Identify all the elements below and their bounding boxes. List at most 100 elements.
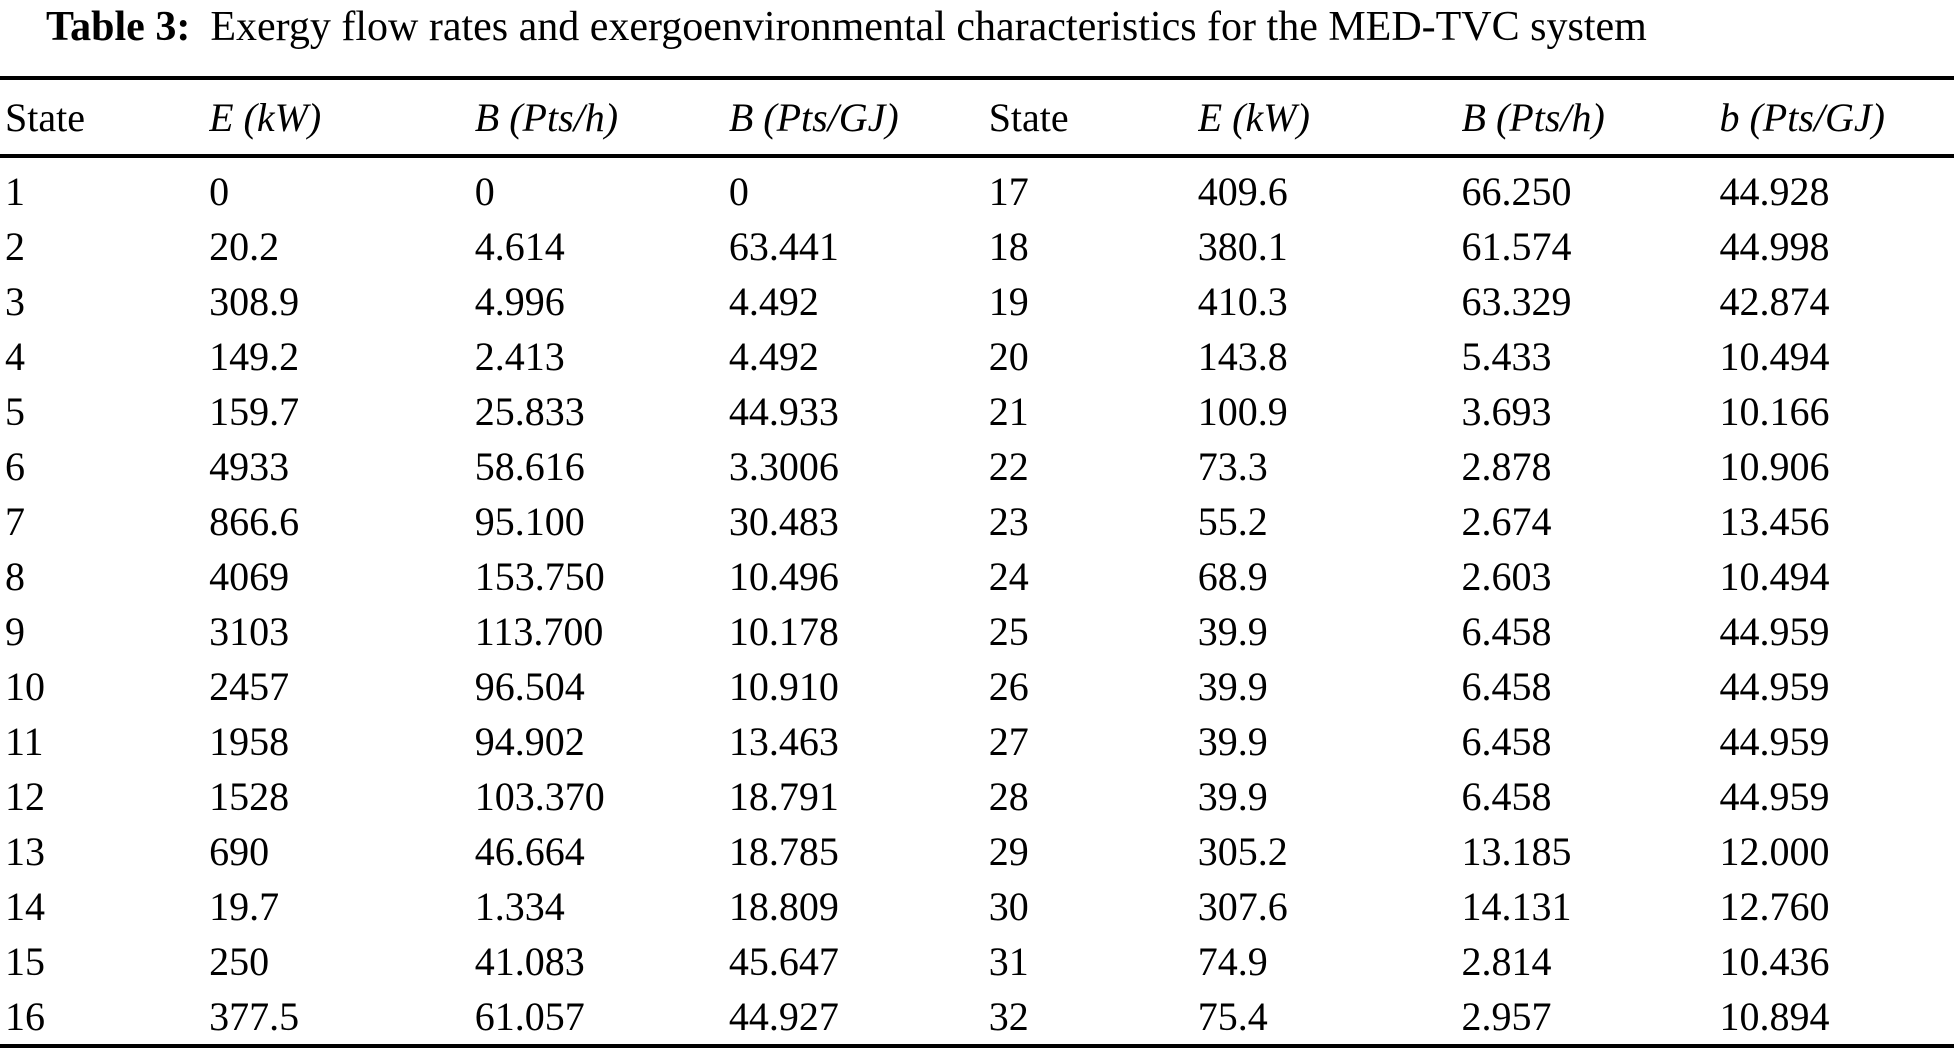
table-cell: 63.441 [728,224,839,269]
table-cell: 63.329 [1461,279,1572,324]
table-cell: 61.574 [1461,224,1572,269]
table-cell: 0 [728,169,749,214]
table-cell: 14 [5,884,45,929]
table-cell: 30 [988,884,1029,929]
table-cell: 55.2 [1197,499,1268,544]
table-cell: 44.959 [1719,774,1830,819]
column-header: B (Pts/h) [1461,94,1605,140]
table-cell: 16 [5,994,45,1039]
table-cell: 32 [988,994,1029,1039]
table-cell: 46.664 [474,829,585,874]
table-cell: 14.131 [1461,884,1572,929]
table-cell: 39.9 [1197,774,1268,819]
table-cell: 690 [209,829,270,874]
table-cell: 44.928 [1719,169,1830,214]
table-cell: 29 [988,829,1029,874]
table-cell: 39.9 [1197,719,1268,764]
table-cell: 13.463 [728,719,839,764]
table-cell: 10.906 [1719,444,1830,489]
table-cell: 20 [988,334,1029,379]
table-cell: 12.760 [1719,884,1830,929]
table-cell: 4.996 [474,279,565,324]
table-row: 12 1528 103.370 18.791 28 39.9 6.458 44.959 [0,769,1954,824]
table-cell: 44.933 [728,389,839,434]
table-body: 1 0 0 0 17 409.6 66.250 44.928 2 20.2 4.614 63.441 1… [0,156,1954,1046]
table-row: 15 250 41.083 45.647 31 74.9 2.814 10.436 [0,934,1954,989]
table-cell: 30.483 [728,499,839,544]
table-cell: 3.3006 [728,444,839,489]
table-cell: 2.957 [1461,994,1552,1039]
table-caption-text: Exergy flow rates and exergoenvironmenta… [210,4,1647,50]
column-header: E (kW) [1197,94,1310,140]
table-cell: 61.057 [474,994,585,1039]
table-cell: 74.9 [1197,939,1268,984]
table-row: 16 377.5 61.057 44.927 32 75.4 2.957 10.894 [0,989,1954,1046]
table-cell: 113.700 [474,609,604,654]
exergy-flow-table: State E (kW) B (Pts/h) B (Pts/GJ) State E (kW… [0,76,1954,1048]
table-cell: 6.458 [1461,609,1552,654]
table-cell: 26 [988,664,1029,709]
table-cell: 103.370 [474,774,605,819]
table-cell: 4.614 [474,224,565,269]
table-cell: 25 [988,609,1029,654]
table-cell: 73.3 [1197,444,1268,489]
table-cell: 377.5 [209,994,300,1039]
table-cell: 159.7 [209,389,300,434]
table-cell: 307.6 [1197,884,1288,929]
table-cell: 6.458 [1461,774,1552,819]
table-cell: 409.6 [1197,169,1288,214]
table-cell: 28 [988,774,1029,819]
table-cell: 10.910 [728,664,839,709]
table-row: 2 20.2 4.614 63.441 18 380.1 61.574 44.998 [0,219,1954,274]
column-header: State [5,94,85,140]
table-caption: Table 3: Exergy flow rates and exergoenvi… [0,0,1954,52]
table-cell: 18.791 [728,774,839,819]
table-cell: 3103 [209,609,290,654]
column-header: E (kW) [209,94,322,140]
table-cell: 1958 [209,719,290,764]
table-cell: 2.878 [1461,444,1552,489]
table-cell: 19.7 [209,884,280,929]
table-cell: 4933 [209,444,290,489]
table-row: 11 1958 94.902 13.463 27 39.9 6.458 44.959 [0,714,1954,769]
table-cell: 10 [5,664,45,709]
table-cell: 866.6 [209,499,300,544]
table-cell: 23 [988,499,1029,544]
table-cell: 1 [5,169,25,214]
table-cell: 66.250 [1461,169,1572,214]
table-cell: 21 [988,389,1029,434]
table-cell: 45.647 [728,939,839,984]
table-cell: 44.998 [1719,224,1830,269]
table-cell: 18.785 [728,829,839,874]
table-cell: 39.9 [1197,664,1268,709]
table-cell: 305.2 [1197,829,1288,874]
table-header-row: State E (kW) B (Pts/h) B (Pts/GJ) State E (kW… [0,78,1954,156]
table-row: 13 690 46.664 18.785 29 305.2 13.185 12.000 [0,824,1954,879]
table-cell: 149.2 [209,334,300,379]
table-cell: 31 [988,939,1029,984]
table-cell: 10.166 [1719,389,1830,434]
table-row: 7 866.6 95.100 30.483 23 55.2 2.674 13.456 [0,494,1954,549]
table-cell: 3 [5,279,25,324]
table-row: 10 2457 96.504 10.910 26 39.9 6.458 44.959 [0,659,1954,714]
column-header: State [988,94,1069,140]
table-cell: 2 [5,224,25,269]
table-cell: 58.616 [474,444,585,489]
table-cell: 4.492 [728,279,819,324]
table-cell: 10.496 [728,554,839,599]
table-cell: 153.750 [474,554,605,599]
table-cell: 10.494 [1719,334,1830,379]
table-header: State E (kW) B (Pts/h) B (Pts/GJ) State E (kW… [0,78,1954,156]
column-header: B (Pts/h) [474,94,619,140]
table-cell: 10.436 [1719,939,1830,984]
table-row: 1 0 0 0 17 409.6 66.250 44.928 [0,156,1954,219]
table-cell: 17 [988,169,1029,214]
table-cell: 18.809 [728,884,839,929]
table-cell: 100.9 [1197,389,1288,434]
table-cell: 2.413 [474,334,565,379]
table-cell: 5.433 [1461,334,1552,379]
table-cell: 19 [988,279,1029,324]
table-cell: 10.494 [1719,554,1830,599]
table-row: 6 4933 58.616 3.3006 22 73.3 2.878 10.906 [0,439,1954,494]
